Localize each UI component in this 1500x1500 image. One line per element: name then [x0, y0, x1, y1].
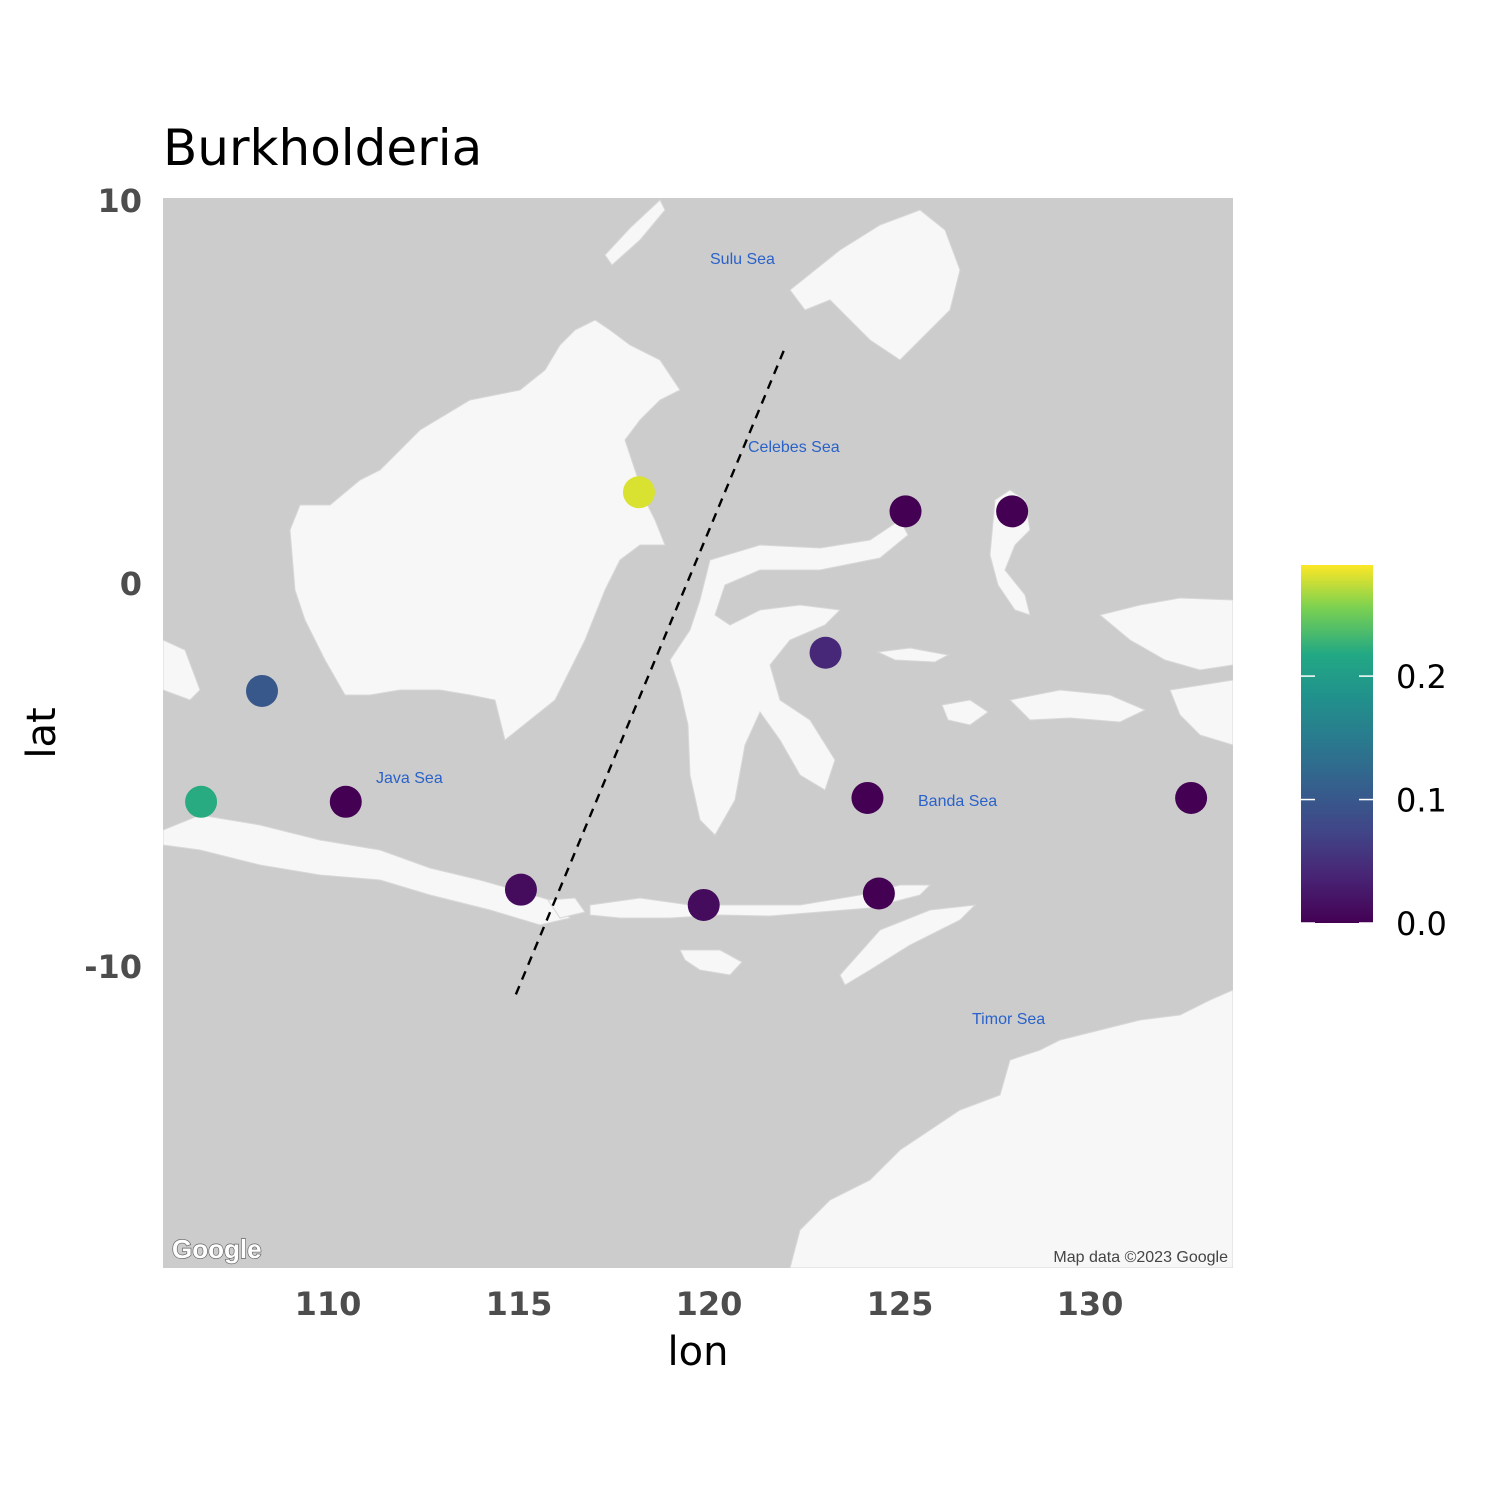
data-point-3	[185, 785, 218, 818]
data-point-12	[1175, 781, 1208, 814]
sea-label-java: Java Sea	[376, 770, 443, 787]
timor-island	[839, 904, 977, 986]
data-point-1	[622, 476, 655, 509]
google-logo: Google	[172, 1234, 262, 1264]
wallace-line	[512, 350, 785, 1001]
data-point-8	[862, 877, 895, 910]
x-tick-125: 125	[867, 1285, 934, 1323]
y-axis-title: lat	[19, 707, 65, 758]
bali-island	[547, 897, 586, 919]
x-tick-120: 120	[676, 1285, 743, 1323]
sumba-island	[679, 949, 743, 976]
sea-label-celebes: Celebes Sea	[748, 439, 840, 456]
map-panel: Sulu Sea Celebes Sea Java Sea Banda Sea …	[163, 198, 1233, 1268]
y-tick-minus-10: -10	[84, 948, 142, 986]
data-point-11	[996, 495, 1029, 528]
colorbar-tick-label: 0.0	[1396, 905, 1447, 943]
colorbar-legend: 0.0 0.1 0.2	[1301, 565, 1447, 943]
chart-title: Burkholderia	[163, 119, 482, 177]
x-axis-title: lon	[668, 1329, 729, 1375]
new-guinea-south	[1169, 679, 1233, 746]
philippines-mindanao	[789, 209, 961, 361]
australia-land	[789, 989, 1233, 1268]
palawan-island	[604, 199, 666, 266]
data-point-9	[809, 636, 842, 669]
data-point-2	[246, 674, 279, 707]
java-island	[163, 814, 572, 926]
colorbar-ticks: 0.0 0.1 0.2	[1301, 658, 1447, 943]
x-axis: 110 115 120 125 130 lon	[295, 1285, 1124, 1375]
colorbar	[1301, 565, 1373, 923]
lesser-sunda-islands	[589, 884, 932, 919]
data-point-7	[851, 781, 884, 814]
data-points	[185, 476, 1208, 921]
x-tick-115: 115	[486, 1285, 553, 1323]
sea-label-banda: Banda Sea	[918, 793, 997, 810]
seram-island	[1008, 689, 1147, 723]
sulawesi-island	[669, 519, 909, 836]
new-guinea-west	[1098, 597, 1233, 671]
y-axis: 10 0 -10 lat	[19, 182, 142, 986]
land-masses	[163, 199, 1233, 1268]
sumatra-tip	[163, 639, 201, 701]
data-point-5	[504, 873, 537, 906]
data-point-4	[329, 785, 362, 818]
sea-label-timor: Timor Sea	[972, 1011, 1045, 1028]
y-tick-0: 0	[120, 565, 142, 603]
sea-label-sulu: Sulu Sea	[710, 251, 775, 268]
colorbar-tick-label: 0.2	[1396, 658, 1447, 696]
buru-island	[941, 699, 989, 726]
sula-islands	[876, 647, 950, 663]
y-tick-10: 10	[97, 182, 142, 220]
data-point-6	[687, 888, 720, 921]
x-tick-110: 110	[295, 1285, 362, 1323]
x-tick-130: 130	[1057, 1285, 1124, 1323]
data-point-10	[889, 495, 922, 528]
map-attribution: Map data ©2023 Google	[1053, 1249, 1228, 1266]
colorbar-tick-label: 0.1	[1396, 782, 1447, 820]
